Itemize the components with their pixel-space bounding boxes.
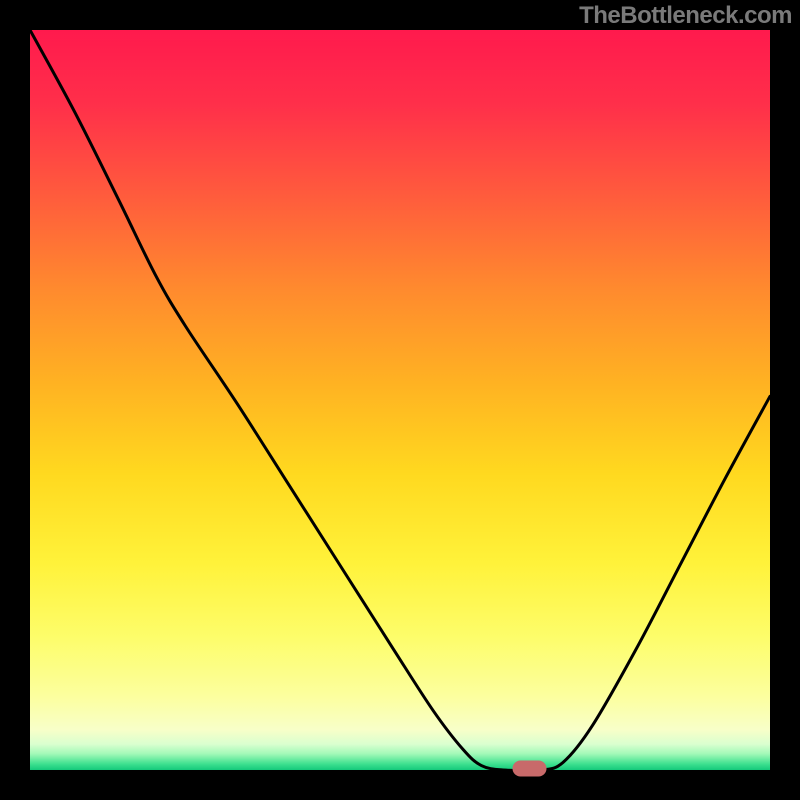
watermark-text: TheBottleneck.com bbox=[579, 2, 792, 30]
optimal-marker bbox=[513, 761, 547, 777]
bottleneck-chart bbox=[0, 0, 800, 800]
